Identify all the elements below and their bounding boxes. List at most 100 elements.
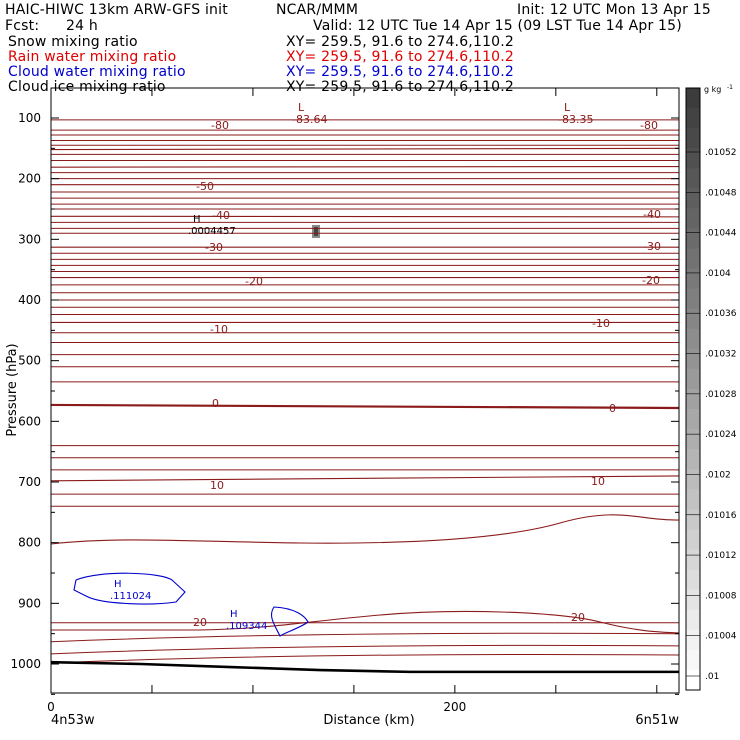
temperature-contour-label: -80	[211, 119, 229, 132]
colorbar-swatch	[686, 529, 700, 551]
colorbar-swatch	[686, 228, 700, 250]
colorbar-label: .01036	[705, 309, 737, 319]
snow-maximum-blob	[312, 225, 320, 238]
colorbar-label: .01048	[705, 188, 737, 198]
y-axis-label: Pressure (hPa)	[5, 343, 20, 436]
colorbar-label: .01032	[705, 350, 737, 360]
temperature-contour-label: 0	[212, 397, 219, 410]
temperature-contour-line	[50, 644, 680, 655]
y-tick-label: 300	[18, 232, 41, 246]
field-label-snow: Snow mixing ratio	[8, 34, 138, 50]
temperature-contour-line	[50, 403, 680, 410]
colorbar-swatch	[686, 589, 700, 611]
temperature-contour-label: -30	[643, 240, 661, 253]
colorbar-swatch	[686, 148, 700, 169]
colorbar-swatch	[686, 389, 700, 410]
field-xy-cloud-water: XY= 259.5, 91.6 to 274.6,110.2	[286, 64, 515, 80]
valid-time: Valid: 12 UTC Tue 14 Apr 15 (09 LST Tue …	[313, 18, 682, 34]
low-marker: L	[564, 101, 571, 114]
y-tick-label: 500	[18, 354, 41, 368]
y-tick-label: 100	[18, 111, 41, 125]
colorbar-label: .0104	[705, 269, 731, 279]
colorbar-label: .01004	[705, 632, 737, 642]
model-title: HAIC-HIWC 13km ARW-GFS init	[5, 2, 228, 18]
field-label-cloud-ice: Cloud ice mixing ratio	[8, 79, 166, 95]
temperature-contour-line	[50, 147, 680, 151]
colorbar-frame	[685, 87, 701, 691]
temperature-contour-line	[50, 632, 680, 643]
right-endpoint-label: 6n51w	[635, 713, 679, 728]
high-value: .111024	[110, 591, 151, 602]
temperature-contour-label: -10	[210, 323, 228, 336]
high-marker: H	[230, 609, 238, 620]
forecast-hour: 24 h	[66, 18, 98, 34]
temperature-contour-label: -50	[196, 180, 214, 193]
colorbar-swatch	[686, 168, 700, 189]
high-marker: H	[114, 579, 122, 590]
colorbar-swatch	[686, 469, 700, 490]
temperature-contour-label: -40	[212, 209, 230, 222]
colorbar-swatch	[686, 449, 700, 470]
colorbar-label: .01008	[705, 591, 737, 601]
x-axis-label: Distance (km)	[323, 713, 414, 728]
colorbar-swatch	[686, 248, 700, 270]
colorbar-label: .01052	[705, 148, 737, 158]
temperature-contour-label: -10	[592, 317, 610, 330]
y-tick-label: 1000	[10, 657, 41, 671]
colorbar-swatch	[686, 669, 700, 691]
colorbar-label: .01016	[705, 511, 737, 521]
colorbar-label: .01024	[705, 430, 737, 440]
field-label-rain: Rain water mixing ratio	[8, 49, 177, 65]
field-xy-rain: XY= 259.5, 91.6 to 274.6,110.2	[286, 49, 515, 65]
colorbar-swatch	[686, 88, 700, 109]
high-value: .0004457	[188, 226, 236, 237]
colorbar-swatch	[686, 348, 700, 370]
colorbar-swatch	[686, 549, 700, 571]
x-tick-label: 200	[443, 700, 466, 714]
colorbar-swatch	[686, 188, 700, 209]
colorbar-swatch	[686, 368, 700, 390]
low-value: -83.35	[558, 113, 593, 126]
field-xy-cloud-ice: XY= 259.5, 91.6 to 274.6,110.2	[286, 79, 515, 95]
x-tick-label: 0	[47, 700, 55, 714]
temperature-contour-label: -30	[205, 241, 223, 254]
colorbar-swatch	[686, 569, 700, 591]
colorbar-unit: g kg	[704, 85, 721, 94]
y-tick-label: 800	[18, 536, 41, 550]
colorbar-swatch	[686, 609, 700, 631]
temperature-contour-line	[50, 165, 680, 168]
y-tick-label: 200	[18, 172, 41, 186]
colorbar-swatch	[686, 409, 700, 430]
high-marker: H	[193, 214, 201, 225]
y-tick-label: 900	[18, 596, 41, 610]
temperature-contour-label: -40	[643, 208, 661, 221]
cloud-water-contour	[271, 606, 309, 637]
temperature-contour-label: 10	[591, 475, 605, 488]
temperature-contour-label: 0	[609, 402, 616, 415]
temperature-contour-label: 10	[210, 479, 224, 492]
y-tick-label: 400	[18, 293, 41, 307]
colorbar-swatch	[686, 308, 700, 330]
forecast-label: Fcst:	[5, 18, 40, 34]
colorbar-swatch	[686, 489, 700, 510]
colorbar-label: .01	[705, 672, 719, 682]
low-marker: L	[298, 101, 305, 114]
colorbar-label: .01028	[705, 390, 737, 400]
colorbar-swatch	[686, 649, 700, 671]
colorbar-swatch	[686, 268, 700, 290]
colorbar-swatch	[686, 128, 700, 149]
temperature-contour-label: -80	[640, 119, 658, 132]
temperature-contour-line	[51, 610, 680, 634]
temperature-contour-label: -20	[245, 275, 263, 288]
cloud-water-contour	[73, 572, 186, 605]
temperature-contour-label: 20	[571, 611, 585, 624]
colorbar-swatch	[686, 108, 700, 129]
temperature-contour-line	[50, 215, 680, 218]
colorbar-swatch	[686, 288, 700, 310]
colorbar-swatch	[686, 208, 700, 229]
low-value: -83.64	[292, 113, 327, 126]
y-tick-label: 600	[18, 414, 41, 428]
colorbar-swatch	[686, 429, 700, 450]
org-label: NCAR/MMM	[276, 2, 359, 18]
